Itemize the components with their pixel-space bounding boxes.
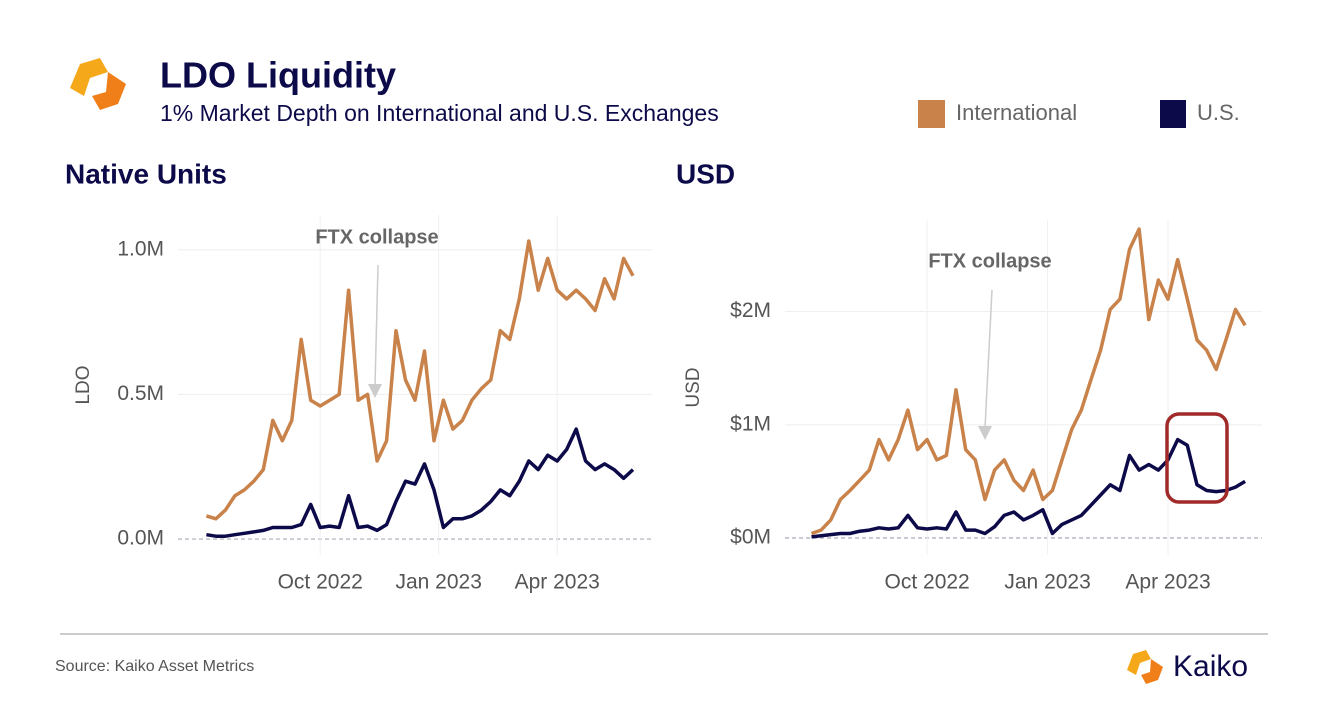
y-tick-label: $2M	[730, 299, 771, 322]
legend-label: U.S.	[1197, 100, 1240, 125]
x-tick-label: Jan 2023	[1004, 571, 1090, 594]
x-tick-label: Oct 2022	[885, 571, 970, 594]
y-tick-label: 0.0M	[117, 527, 164, 550]
annotation-arrow	[984, 289, 993, 429]
brand-logo	[1127, 650, 1163, 684]
subplot-title: USD	[676, 158, 735, 189]
legend-swatch	[918, 100, 945, 128]
annotation: FTX collapse	[928, 250, 1051, 272]
y-tick-label: $0M	[730, 526, 771, 549]
source: Source: Kaiko Asset Metrics	[55, 658, 254, 675]
legend-swatch	[1160, 100, 1186, 128]
logo	[70, 58, 126, 110]
y-tick-label: 0.5M	[117, 382, 164, 405]
y-axis-label: USD	[683, 367, 704, 407]
series-line	[206, 427, 635, 538]
x-tick-label: Jan 2023	[395, 571, 481, 594]
x-tick-label: Apr 2023	[1125, 571, 1210, 594]
y-axis-label: LDO	[73, 365, 94, 404]
x-tick-label: Oct 2022	[278, 571, 363, 594]
highlight-box	[1165, 412, 1229, 504]
series-line	[810, 227, 1247, 536]
series-line	[205, 239, 635, 521]
y-tick-label: 1.0M	[117, 237, 164, 260]
subplot-title: Native Units	[65, 158, 227, 189]
y-tick-label: $1M	[730, 412, 771, 435]
subtitle: 1% Market Depth on International and U.S…	[160, 100, 719, 126]
series-line	[811, 437, 1246, 539]
brand: Kaiko	[1173, 650, 1248, 683]
x-tick-label: Apr 2023	[515, 571, 600, 594]
legend-label: International	[956, 100, 1077, 125]
annotation: FTX collapse	[315, 226, 438, 248]
title: LDO Liquidity	[160, 55, 396, 96]
annotation-arrowhead	[978, 426, 992, 440]
annotation-arrow	[374, 264, 379, 387]
annotation-arrowhead	[368, 384, 382, 398]
